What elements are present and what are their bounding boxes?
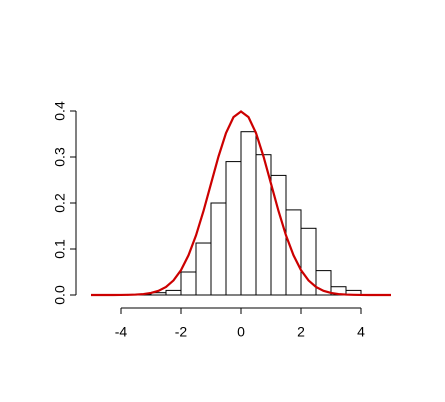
y-tick-label: 0.2 bbox=[52, 193, 68, 213]
bar bbox=[195, 242, 212, 296]
bar bbox=[225, 161, 242, 296]
density-curve bbox=[91, 110, 391, 297]
x-tick-label: 2 bbox=[297, 324, 305, 340]
y-tick-label: 0.3 bbox=[52, 147, 68, 167]
y-tick-label: 0.1 bbox=[52, 239, 68, 259]
x-tick-label: -4 bbox=[115, 324, 128, 340]
bar bbox=[210, 202, 227, 296]
bar bbox=[300, 227, 317, 296]
bar bbox=[180, 271, 197, 296]
y-tick-label: 0.0 bbox=[52, 285, 68, 305]
x-tick-label: 0 bbox=[237, 324, 245, 340]
bar bbox=[165, 289, 182, 296]
y-tick-label: 0.4 bbox=[52, 101, 68, 121]
x-tick-label: -2 bbox=[175, 324, 188, 340]
x-tick-label: 4 bbox=[357, 324, 365, 340]
bar bbox=[240, 131, 257, 296]
